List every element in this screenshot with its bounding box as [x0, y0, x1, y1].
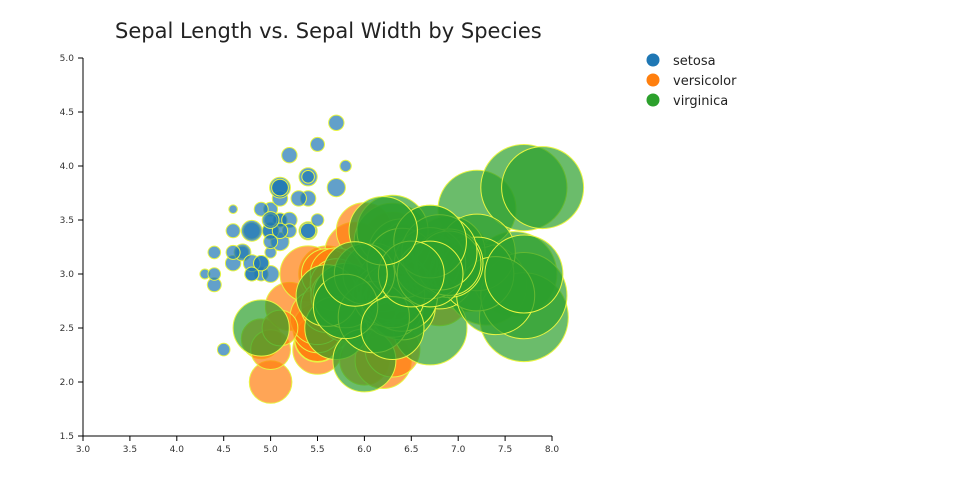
- legend-label: versicolor: [673, 74, 737, 89]
- data-point-setosa[interactable]: [281, 147, 298, 164]
- x-tick-label: 4.0: [170, 445, 185, 455]
- legend-label: virginica: [673, 94, 728, 109]
- x-tick-label: 3.5: [123, 445, 137, 455]
- y-tick-label: 4.0: [60, 162, 75, 172]
- x-tick-label: 6.0: [357, 445, 372, 455]
- data-point-virginica[interactable]: [232, 299, 290, 357]
- data-point-setosa[interactable]: [301, 170, 315, 184]
- x-axis-ticks: 3.0 3.5 4.0 4.5 5.0 5.5 6.0 6.5 7.0 7.5 8.0: [76, 436, 560, 455]
- data-point-virginica[interactable]: [484, 234, 564, 314]
- y-tick-label: 1.5: [60, 432, 74, 442]
- data-point-setosa[interactable]: [271, 178, 289, 197]
- data-point-setosa[interactable]: [326, 178, 346, 198]
- data-point-setosa[interactable]: [328, 114, 345, 132]
- y-tick-label: 2.0: [60, 378, 75, 388]
- data-point-setosa[interactable]: [299, 222, 317, 240]
- x-tick-label: 8.0: [545, 445, 560, 455]
- axes: 3.0 3.5 4.0 4.5 5.0 5.5 6.0 6.5 7.0 7.5 8.0 1.5 2.0…: [60, 54, 560, 455]
- y-axis-ticks: 1.5 2.0 2.5 3.0 3.5 4.0 4.5 5.0: [60, 54, 83, 442]
- legend-item-setosa[interactable]: setosa: [646, 53, 716, 70]
- series-virginica: [232, 144, 585, 393]
- data-point-setosa[interactable]: [207, 267, 222, 281]
- legend-marker: [646, 53, 660, 67]
- data-point-setosa[interactable]: [261, 211, 280, 229]
- legend-marker: [646, 73, 660, 87]
- data-point-setosa[interactable]: [253, 201, 269, 217]
- y-tick-label: 2.5: [60, 324, 74, 334]
- legend-item-virginica[interactable]: virginica: [646, 93, 729, 110]
- data-point-virginica[interactable]: [322, 241, 388, 307]
- data-point-setosa[interactable]: [207, 245, 222, 260]
- plot-points: [199, 114, 585, 404]
- x-tick-label: 4.5: [217, 445, 231, 455]
- data-point-setosa[interactable]: [225, 244, 241, 260]
- y-tick-label: 4.5: [60, 108, 74, 118]
- x-tick-label: 3.0: [76, 445, 91, 455]
- legend-label: setosa: [673, 54, 716, 69]
- legend-marker: [646, 93, 660, 107]
- data-point-virginica[interactable]: [501, 146, 585, 230]
- y-tick-label: 3.5: [60, 216, 74, 226]
- x-tick-label: 6.5: [404, 445, 418, 455]
- data-point-setosa[interactable]: [240, 219, 263, 242]
- data-point-setosa[interactable]: [310, 136, 325, 152]
- data-point-setosa[interactable]: [244, 266, 260, 282]
- data-point-setosa[interactable]: [310, 213, 325, 227]
- y-tick-label: 5.0: [60, 54, 75, 64]
- data-point-setosa[interactable]: [253, 255, 270, 272]
- x-tick-label: 5.0: [263, 445, 278, 455]
- data-point-setosa[interactable]: [263, 234, 279, 250]
- data-point-setosa[interactable]: [261, 265, 280, 283]
- data-point-setosa[interactable]: [216, 342, 231, 357]
- data-point-setosa[interactable]: [228, 204, 238, 214]
- legend: setosa versicolor virginica: [646, 53, 738, 110]
- series-setosa: [199, 114, 352, 357]
- data-point-setosa[interactable]: [339, 159, 352, 173]
- x-tick-label: 7.0: [451, 445, 466, 455]
- chart-title: Sepal Length vs. Sepal Width by Species: [115, 19, 542, 43]
- x-tick-label: 7.5: [498, 445, 512, 455]
- x-tick-label: 5.5: [310, 445, 324, 455]
- data-point-setosa[interactable]: [225, 223, 241, 239]
- legend-item-versicolor[interactable]: versicolor: [646, 73, 738, 90]
- data-point-setosa[interactable]: [290, 190, 307, 207]
- y-tick-label: 3.0: [60, 270, 75, 280]
